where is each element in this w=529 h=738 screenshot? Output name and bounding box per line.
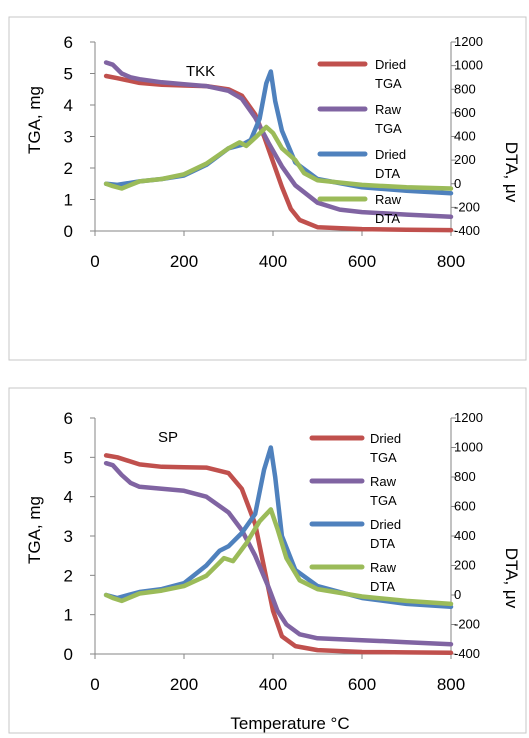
left-tick-label: 4 xyxy=(64,96,73,115)
legend-entry-line1: Raw xyxy=(375,192,402,207)
left-tick-label: 6 xyxy=(64,409,73,428)
series-line-raw-dta xyxy=(103,507,454,607)
right-tick-label: 800 xyxy=(454,469,476,484)
legend-entry: Dried DTA xyxy=(375,147,406,181)
legend-entry-line1: Raw xyxy=(370,474,397,489)
left-tick-label: 4 xyxy=(64,488,73,507)
left-tick-label: 3 xyxy=(64,527,73,546)
right-tick-label: -200 xyxy=(454,199,480,214)
legend-entry-line2: DTA xyxy=(375,166,400,181)
right-tick-label: -400 xyxy=(454,646,480,661)
left-axis-title: TGA, mg xyxy=(25,86,44,154)
right-tick-label: -400 xyxy=(454,223,480,238)
legend-entry-line2: TGA xyxy=(370,450,397,465)
x-tick-label: 400 xyxy=(259,675,287,694)
legend-entry: Raw DTA xyxy=(370,560,397,594)
right-tick-label: 400 xyxy=(454,129,476,144)
x-tick-label: 600 xyxy=(348,252,376,271)
x-tick-label: 200 xyxy=(170,675,198,694)
series-line-dried-tga xyxy=(103,453,454,656)
sample-label: SP xyxy=(158,429,178,446)
legend-entry: Dried DTA xyxy=(370,517,401,551)
legend-entry: Raw DTA xyxy=(375,192,402,226)
left-tick-label: 2 xyxy=(64,159,73,178)
left-tick-label: 0 xyxy=(64,222,73,241)
series-line-raw-tga xyxy=(103,60,454,220)
right-tick-label: 1000 xyxy=(454,58,483,73)
legend-entry: Dried TGA xyxy=(375,57,406,91)
legend-entry-line2: DTA xyxy=(370,579,395,594)
legend-entry-line1: Dried xyxy=(375,57,406,72)
left-tick-label: 0 xyxy=(64,645,73,664)
right-tick-label: 1000 xyxy=(454,440,483,455)
left-tick-label: 6 xyxy=(64,33,73,52)
legend-entry-line1: Raw xyxy=(370,560,397,575)
x-tick-label: 200 xyxy=(170,252,198,271)
right-tick-label: 200 xyxy=(454,152,476,167)
legend-entry-line2: TGA xyxy=(370,493,397,508)
legend-entry: Dried TGA xyxy=(370,431,401,465)
right-tick-label: 0 xyxy=(454,176,461,191)
left-axis-title: TGA, mg xyxy=(25,496,44,564)
legend: Dried TGA Raw TGA Dried DTA Raw DTA xyxy=(317,57,406,226)
legend-entry-line2: DTA xyxy=(375,211,400,226)
right-tick-label: 1200 xyxy=(454,34,483,49)
right-tick-label: 200 xyxy=(454,558,476,573)
right-tick-label: 600 xyxy=(454,499,476,514)
x-tick-label: 600 xyxy=(348,675,376,694)
left-tick-label: 5 xyxy=(64,65,73,84)
legend-entry-line2: DTA xyxy=(370,536,395,551)
left-tick-label: 2 xyxy=(64,566,73,585)
left-tick-label: 3 xyxy=(64,128,73,147)
left-tick-label: 1 xyxy=(64,191,73,210)
right-tick-label: 800 xyxy=(454,81,476,96)
legend-entry: Raw TGA xyxy=(370,474,397,508)
legend-entry-line1: Dried xyxy=(375,147,406,162)
x-tick-label: 0 xyxy=(90,252,99,271)
legend: Dried TGA Raw TGA Dried DTA Raw DTA xyxy=(309,431,401,594)
legend-entry-line1: Dried xyxy=(370,517,401,532)
x-tick-label: 400 xyxy=(259,252,287,271)
legend-entry-line1: Dried xyxy=(370,431,401,446)
legend-entry-line2: TGA xyxy=(375,121,402,136)
legend-entry: Raw TGA xyxy=(375,102,402,136)
right-tick-label: 0 xyxy=(454,587,461,602)
right-tick-label: 1200 xyxy=(454,410,483,425)
x-tick-label: 800 xyxy=(437,252,465,271)
chart-panel-2: 0 1 2 3 4 5 6 -400 -200 0 200 400 600 800 1000 1200 0 200… xyxy=(8,387,527,734)
legend-entry-line2: TGA xyxy=(375,76,402,91)
right-tick-label: -200 xyxy=(454,617,480,632)
left-tick-label: 5 xyxy=(64,448,73,467)
right-tick-label: 400 xyxy=(454,528,476,543)
sample-label: TKK xyxy=(186,63,215,80)
right-axis-title: DTA, μv xyxy=(502,142,521,203)
left-tick-label: 1 xyxy=(64,606,73,625)
right-tick-label: 600 xyxy=(454,105,476,120)
right-axis-title: DTA, μv xyxy=(502,548,521,609)
x-tick-label: 800 xyxy=(437,675,465,694)
x-axis-title: Temperature °C xyxy=(230,714,349,733)
chart-panel-1: 0 1 2 3 4 5 6 -400 -200 0 200 400 600 800 1000 1200 0 200… xyxy=(8,16,527,361)
legend-entry-line1: Raw xyxy=(375,102,402,117)
series-line-raw-dta xyxy=(103,124,454,191)
x-tick-label: 0 xyxy=(90,675,99,694)
